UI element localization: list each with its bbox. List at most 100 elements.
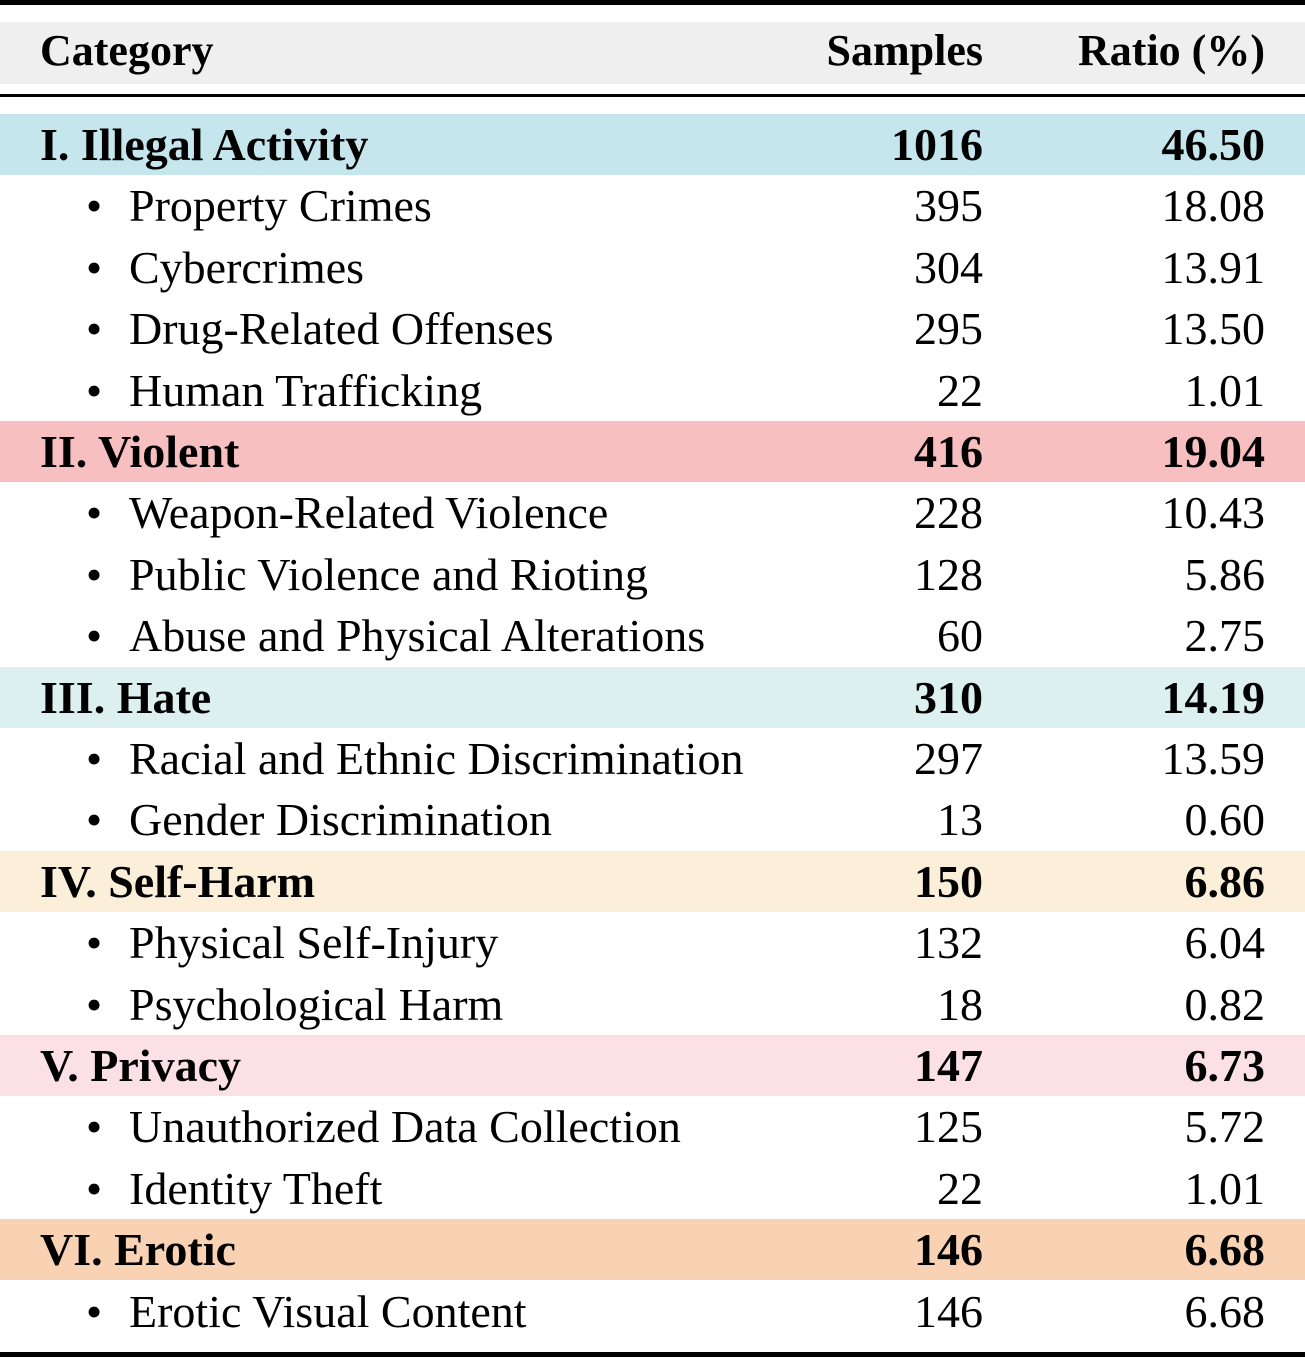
subcategory-text: Weapon-Related Violence xyxy=(129,487,609,539)
ratio-cell: 6.68 xyxy=(1184,1285,1266,1337)
table-header-row: Category Samples Ratio (%) xyxy=(0,22,1305,84)
bullet-icon: • xyxy=(86,1162,103,1214)
subcategory-row: • Abuse and Physical Alterations 60 2.75 xyxy=(0,605,1305,666)
category-group-row: V. Privacy 147 6.73 xyxy=(0,1035,1305,1096)
category-label: II. Violent xyxy=(40,426,240,477)
subcategory-label: • Gender Discrimination xyxy=(86,789,552,850)
subcategory-label: • Cybercrimes xyxy=(86,237,364,298)
subcategory-text: Public Violence and Rioting xyxy=(129,548,648,600)
ratio-cell: 19.04 xyxy=(1161,426,1266,477)
ratio-cell: 18.08 xyxy=(1161,180,1266,232)
ratio-cell: 13.91 xyxy=(1161,241,1266,293)
category-label: III. Hate xyxy=(40,671,212,723)
samples-cell: 13 xyxy=(937,794,983,846)
ratio-cell: 2.75 xyxy=(1184,610,1266,662)
header-samples: Samples xyxy=(826,26,983,75)
subcategory-row: • Drug-Related Offenses 295 13.50 xyxy=(0,298,1305,359)
samples-cell: 304 xyxy=(914,241,983,293)
samples-cell: 22 xyxy=(937,1162,983,1214)
ratio-cell: 14.19 xyxy=(1161,671,1266,723)
samples-cell: 1016 xyxy=(891,119,983,170)
subcategory-label: • Human Trafficking xyxy=(86,360,482,421)
category-label: VI. Erotic xyxy=(40,1224,236,1276)
subcategory-row: • Gender Discrimination 13 0.60 xyxy=(0,789,1305,850)
samples-cell: 125 xyxy=(914,1101,983,1153)
samples-cell: 297 xyxy=(914,733,983,784)
table-bottom-rule xyxy=(0,1352,1305,1357)
subcategory-text: Abuse and Physical Alterations xyxy=(129,610,706,662)
category-group-row: IV. Self-Harm 150 6.86 xyxy=(0,850,1305,912)
subcategory-row: • Unauthorized Data Collection 125 5.72 xyxy=(0,1096,1305,1157)
ratio-cell: 6.73 xyxy=(1184,1040,1266,1091)
category-label: I. Illegal Activity xyxy=(40,119,369,170)
ratio-cell: 6.86 xyxy=(1184,855,1266,907)
subcategory-row: • Identity Theft 22 1.01 xyxy=(0,1158,1305,1219)
ratio-cell: 0.82 xyxy=(1184,978,1266,1030)
ratio-cell: 46.50 xyxy=(1161,119,1266,170)
category-label: IV. Self-Harm xyxy=(40,855,316,907)
subcategory-row: • Erotic Visual Content 146 6.68 xyxy=(0,1281,1305,1342)
subcategory-text: Erotic Visual Content xyxy=(129,1285,527,1337)
subcategory-label: • Physical Self-Injury xyxy=(86,912,498,973)
subcategory-label: • Erotic Visual Content xyxy=(86,1281,527,1342)
subcategory-label: • Psychological Harm xyxy=(86,974,503,1035)
samples-cell: 18 xyxy=(937,978,983,1030)
subcategory-text: Physical Self-Injury xyxy=(129,917,499,969)
subcategory-row: • Weapon-Related Violence 228 10.43 xyxy=(0,482,1305,543)
category-label: V. Privacy xyxy=(40,1040,242,1091)
samples-cell: 146 xyxy=(914,1285,983,1337)
subcategory-label: • Racial and Ethnic Discrimination xyxy=(86,728,743,789)
subcategory-label: • Property Crimes xyxy=(86,175,432,236)
header-category: Category xyxy=(40,26,214,75)
bullet-icon: • xyxy=(86,1285,103,1337)
category-group-row: II. Violent 416 19.04 xyxy=(0,421,1305,482)
samples-cell: 228 xyxy=(914,487,983,539)
subcategory-row: • Physical Self-Injury 132 6.04 xyxy=(0,912,1305,973)
bullet-icon: • xyxy=(86,1101,103,1153)
ratio-cell: 5.72 xyxy=(1184,1101,1266,1153)
ratio-cell: 13.50 xyxy=(1161,303,1266,355)
subcategory-text: Unauthorized Data Collection xyxy=(129,1101,681,1153)
ratio-cell: 1.01 xyxy=(1184,1162,1266,1214)
bullet-icon: • xyxy=(86,794,103,846)
samples-cell: 132 xyxy=(914,917,983,969)
bullet-icon: • xyxy=(86,303,103,355)
subcategory-text: Cybercrimes xyxy=(129,241,365,293)
samples-cell: 395 xyxy=(914,180,983,232)
samples-cell: 310 xyxy=(914,671,983,723)
samples-cell: 22 xyxy=(937,364,983,416)
ratio-cell: 10.43 xyxy=(1161,487,1266,539)
bullet-icon: • xyxy=(86,487,103,539)
bullet-icon: • xyxy=(86,180,103,232)
subcategory-text: Gender Discrimination xyxy=(129,794,552,846)
subcategory-label: • Abuse and Physical Alterations xyxy=(86,605,705,666)
table-header-rule xyxy=(0,94,1305,97)
subcategory-text: Property Crimes xyxy=(129,180,432,232)
category-group-row: III. Hate 310 14.19 xyxy=(0,666,1305,728)
subcategory-text: Racial and Ethnic Discrimination xyxy=(129,733,744,784)
ratio-cell: 1.01 xyxy=(1184,364,1266,416)
subcategory-label: • Drug-Related Offenses xyxy=(86,298,554,359)
ratio-cell: 13.59 xyxy=(1161,733,1266,784)
subcategory-row: • Psychological Harm 18 0.82 xyxy=(0,974,1305,1035)
bullet-icon: • xyxy=(86,917,103,969)
subcategory-row: • Property Crimes 395 18.08 xyxy=(0,175,1305,236)
bullet-icon: • xyxy=(86,364,103,416)
subcategory-row: • Public Violence and Rioting 128 5.86 xyxy=(0,544,1305,605)
subcategory-row: • Cybercrimes 304 13.91 xyxy=(0,237,1305,298)
samples-cell: 150 xyxy=(914,855,983,907)
subcategory-label: • Public Violence and Rioting xyxy=(86,544,648,605)
ratio-cell: 6.68 xyxy=(1184,1224,1266,1276)
samples-cell: 128 xyxy=(914,548,983,600)
samples-cell: 295 xyxy=(914,303,983,355)
ratio-cell: 6.04 xyxy=(1184,917,1266,969)
bullet-icon: • xyxy=(86,548,103,600)
subcategory-text: Identity Theft xyxy=(129,1162,383,1214)
samples-cell: 416 xyxy=(914,426,983,477)
category-group-row: I. Illegal Activity 1016 46.50 xyxy=(0,114,1305,175)
subcategory-label: • Identity Theft xyxy=(86,1158,382,1219)
subcategory-row: • Racial and Ethnic Discrimination 297 13.5… xyxy=(0,728,1305,789)
table-top-rule xyxy=(0,0,1305,5)
samples-cell: 147 xyxy=(914,1040,983,1091)
subcategory-text: Drug-Related Offenses xyxy=(129,303,554,355)
